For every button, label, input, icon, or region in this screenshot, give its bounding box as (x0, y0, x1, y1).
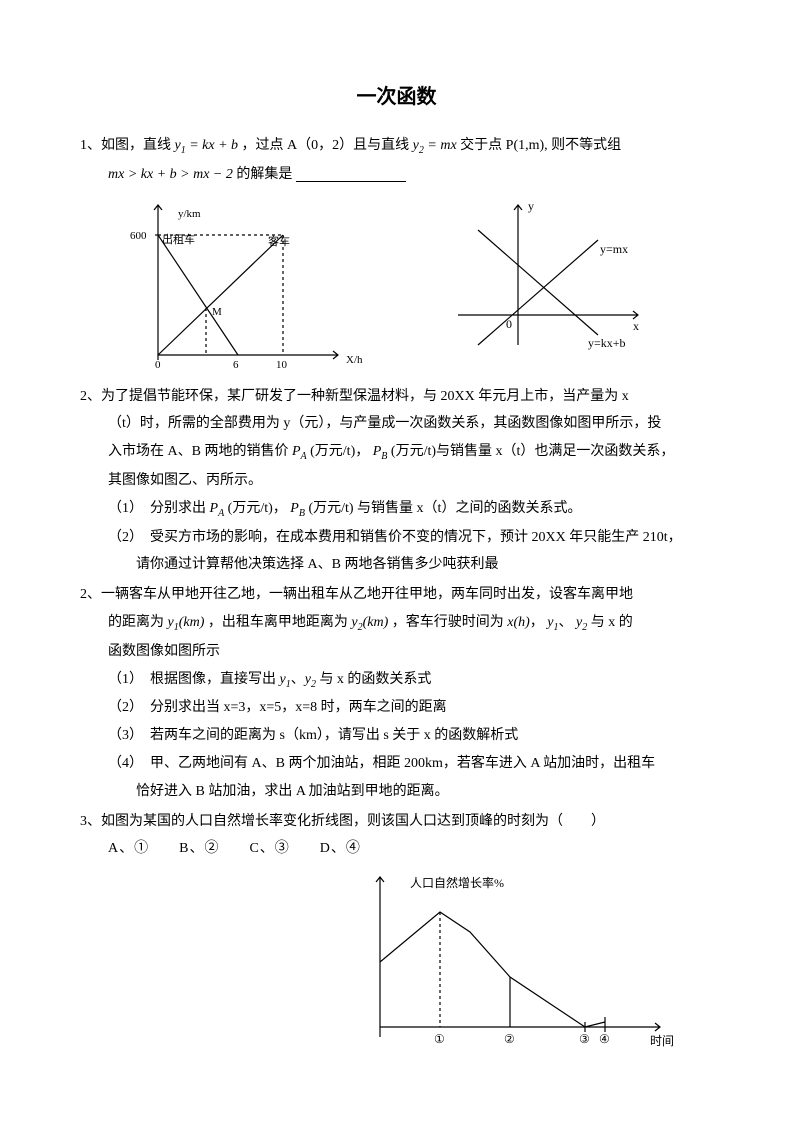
figure-left-bus-taxi: y/km X/h 600 0 6 10 出租车 客车 M (108, 195, 368, 375)
fig3-x1: ① (434, 1032, 445, 1046)
q1-ineq: mx > kx + b > mx − 2 (108, 167, 233, 182)
fig-left-ylabel: y/km (178, 208, 201, 220)
q2a-sub2a: （2） 受买方市场的影响，在成本费用和销售价不变的情况下，预计 20XX 年只能… (80, 526, 713, 550)
q1-text-c: 交于点 P(1,m), 则不等式组 (460, 138, 621, 153)
q2b-sub4b: 恰好进入 B 站加油，求出 A 加油站到甲地的距离。 (80, 780, 713, 804)
question-2a-line2: （t）时，所需的全部费用为 y（元），与产量成一次函数关系，其函数图像如图甲所示… (80, 412, 713, 436)
answer-blank (296, 167, 406, 182)
question-2a-line4: 其图像如图乙、丙所示。 (80, 469, 713, 493)
question-2a-line1: 2、为了提倡节能环保，某厂研发了一种新型保温材料，与 20XX 年元月上市，当产… (80, 385, 713, 409)
fig-left-legend-bus: 客车 (268, 234, 290, 248)
fig-right-line2: y=kx+b (588, 336, 626, 350)
figure-3-wrap: 人口自然增长率% 时间 ① ② ③ ④ (360, 867, 713, 1067)
question-2b-line1: 2、一辆客车从甲地开往乙地，一辆出租车从乙地开往甲地，两车同时出发，设客车离甲地 (80, 583, 713, 607)
q1-text-a: 1、如图，直线 (80, 138, 175, 153)
fig-left-legend-taxi: 出租车 (162, 232, 195, 246)
q1-y1: y1 = kx + b (175, 138, 239, 153)
question-2b-line3: 函数图像如图所示 (80, 640, 713, 664)
fig-left-y600: 600 (130, 230, 147, 242)
fig3-xlabel: 时间 (650, 1034, 674, 1048)
q1-text-b: ，过点 A（0，2）且与直线 (242, 138, 413, 153)
page-title: 一次函数 (80, 80, 713, 114)
fig-right-xlabel: x (633, 319, 639, 333)
fig-right-ylabel: y (528, 199, 534, 213)
fig3-x3: ③ (579, 1032, 590, 1046)
figure-row-1: y/km X/h 600 0 6 10 出租车 客车 M y x 0 y=mx (108, 195, 713, 375)
question-3-options: A、① B、② C、③ D、④ (108, 837, 713, 861)
q2b-sub1: （1） 根据图像，直接写出 y1、y2 与 x 的函数关系式 (80, 668, 713, 693)
figure-population: 人口自然增长率% 时间 ① ② ③ ④ (360, 867, 680, 1067)
figure-right-lines: y x 0 y=mx y=kx+b (448, 195, 648, 355)
q2b-sub2: （2） 分别求出当 x=3，x=5，x=8 时，两车之间的距离 (80, 696, 713, 720)
fig3-ylabel: 人口自然增长率% (410, 875, 504, 890)
fig3-x4: ④ (599, 1032, 610, 1046)
fig-left-x0: 0 (155, 359, 161, 371)
question-3-line1: 3、如图为某国的人口自然增长率变化折线图，则该国人口达到顶峰的时刻为（ ） (80, 810, 713, 834)
q1-text-d: 的解集是 (236, 167, 292, 182)
fig-left-x6: 6 (233, 359, 239, 371)
q2b-sub4a: （4） 甲、乙两地间有 A、B 两个加油站，相距 200km，若客车进入 A 站… (80, 752, 713, 776)
fig-left-xlabel: X/h (346, 354, 363, 366)
fig-right-origin: 0 (506, 317, 512, 331)
fig3-x2: ② (504, 1032, 515, 1046)
fig-right-line1: y=mx (600, 242, 628, 256)
q2a-sub2b: 请你通过计算帮他决策选择 A、B 两地各销售多少吨获利最 (80, 553, 713, 577)
q2a-sub1: （1） 分别求出 PA (万元/t)， PB (万元/t) 与销售量 x（t）之… (80, 497, 713, 522)
question-2b-line2: 的距离为 y1(km) ，出租车离甲地距离为 y2(km) ，客车行驶时间为 x… (80, 611, 713, 636)
question-2a-line3: 入市场在 A、B 两地的销售价 PA (万元/t)， PB (万元/t)与销售量… (80, 440, 713, 465)
question-1: 1、如图，直线 y1 = kx + b ，过点 A（0，2）且与直线 y2 = … (80, 134, 713, 159)
q1-y2: y2 = mx (413, 138, 457, 153)
fig-left-x10: 10 (276, 359, 288, 371)
q2b-sub3: （3） 若两车之间的距离为 s（km），请写出 s 关于 x 的函数解析式 (80, 724, 713, 748)
fig-left-point-m: M (212, 306, 222, 318)
question-1-line2: mx > kx + b > mx − 2 的解集是 (80, 163, 713, 187)
